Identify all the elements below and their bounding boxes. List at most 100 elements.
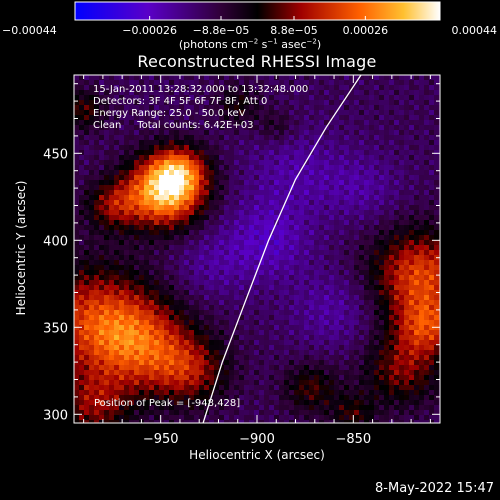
heatmap-cell [269,305,275,311]
heatmap-cell [144,160,150,166]
heatmap-cell [419,255,425,261]
heatmap-cell [419,315,425,321]
heatmap-cell [79,400,85,406]
heatmap-cell [214,145,220,151]
heatmap-cell [104,345,110,351]
heatmap-cell [359,95,365,101]
heatmap-cell [224,235,230,241]
heatmap-cell [349,335,355,341]
heatmap-cell [354,400,360,406]
heatmap-cell [134,195,140,201]
heatmap-cell [384,75,390,81]
heatmap-cell [104,125,110,131]
heatmap-cell [394,310,400,316]
heatmap-cell [109,350,115,356]
heatmap-cell [299,270,305,276]
heatmap-cell [114,325,120,331]
heatmap-cell [374,155,380,161]
heatmap-cell [304,145,310,151]
heatmap-cell [254,115,260,121]
heatmap-cell [259,265,265,271]
heatmap-cell [274,250,280,256]
heatmap-cell [254,200,260,206]
heatmap-cell [144,155,150,161]
heatmap-cell [104,375,110,381]
heatmap-cell [374,265,380,271]
heatmap-cell [414,370,420,376]
heatmap-cell [379,205,385,211]
heatmap-cell [174,185,180,191]
heatmap-cell [359,120,365,126]
heatmap-cell [144,145,150,151]
heatmap-cell [189,285,195,291]
heatmap-cell [339,295,345,301]
heatmap-cell [159,80,165,86]
heatmap-cell [339,260,345,266]
heatmap-cell [179,140,185,146]
heatmap-cell [284,310,290,316]
heatmap-cell [404,295,410,301]
heatmap-cell [359,170,365,176]
heatmap-cell [134,300,140,306]
heatmap-cell [299,365,305,371]
heatmap-cell [394,275,400,281]
heatmap-cell [369,120,375,126]
heatmap-cell [374,80,380,86]
heatmap-cell [239,370,245,376]
heatmap-cell [364,170,370,176]
heatmap-cell [154,135,160,141]
heatmap-cell [189,320,195,326]
heatmap-cell [144,390,150,396]
heatmap-cell [209,260,215,266]
heatmap-cell [299,175,305,181]
heatmap-cell [109,150,115,156]
heatmap-cell [404,90,410,96]
heatmap-cell [349,200,355,206]
heatmap-cell [99,260,105,266]
heatmap-cell [429,335,435,341]
heatmap-cell [149,330,155,336]
heatmap-cell [404,240,410,246]
heatmap-cell [109,165,115,171]
heatmap-cell [199,380,205,386]
heatmap-cell [154,370,160,376]
heatmap-cell [379,135,385,141]
heatmap-cell [359,280,365,286]
heatmap-cell [324,320,330,326]
heatmap-cell [364,360,370,366]
heatmap-cell [94,385,100,391]
heatmap-cell [124,385,130,391]
heatmap-cell [389,210,395,216]
heatmap-cell [254,385,260,391]
heatmap-cell [409,360,415,366]
heatmap-cell [74,90,80,96]
heatmap-cell [254,360,260,366]
heatmap-cell [404,150,410,156]
heatmap-cell [229,390,235,396]
heatmap-cell [119,385,125,391]
heatmap-cell [219,320,225,326]
heatmap-cell [154,205,160,211]
heatmap-cell [204,205,210,211]
heatmap-cell [204,190,210,196]
heatmap-cell [154,145,160,151]
heatmap-cell [429,105,435,111]
heatmap-cell [104,180,110,186]
heatmap-cell [79,80,85,86]
heatmap-cell [384,105,390,111]
heatmap-cell [419,215,425,221]
heatmap-cell [224,280,230,286]
heatmap-cell [279,315,285,321]
heatmap-cell [94,160,100,166]
heatmap-cell [369,100,375,106]
heatmap-cell [239,320,245,326]
heatmap-cell [134,350,140,356]
heatmap-cell [199,365,205,371]
heatmap-cell [164,365,170,371]
heatmap-cell [94,355,100,361]
heatmap-cell [424,105,430,111]
heatmap-cell [244,265,250,271]
heatmap-cell [369,160,375,166]
heatmap-cell [329,150,335,156]
heatmap-cell [329,240,335,246]
